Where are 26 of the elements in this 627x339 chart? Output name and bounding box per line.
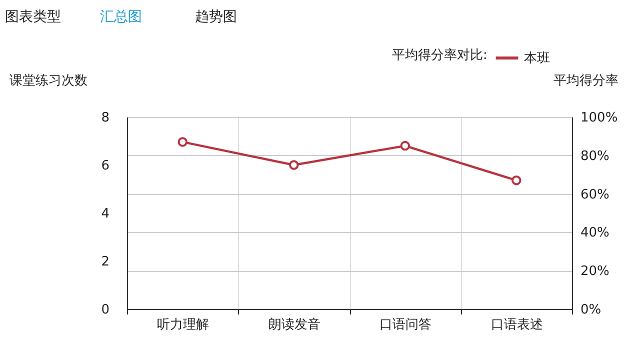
x-tick-label: 口语表述	[490, 318, 543, 332]
point	[178, 137, 188, 147]
y2-tick-label: 20%	[580, 264, 610, 280]
text: 图表类型	[5, 9, 61, 25]
point	[512, 175, 522, 186]
x-tick-label: 听力理解	[157, 318, 210, 332]
text: 汇总图	[100, 9, 142, 25]
x-tick-label: 朗读发音	[268, 316, 320, 332]
y2-tick-label: 60%	[580, 187, 610, 202]
y2-tick-label: 0%	[580, 302, 602, 318]
point	[289, 160, 299, 170]
y-tick-label: 0	[101, 302, 110, 318]
y-tick-label: 6	[101, 158, 110, 174]
y2-tick-label: 100%	[580, 110, 618, 126]
legend-title: 平均得分率对比:	[392, 47, 488, 63]
y-tick-label: 4	[101, 206, 110, 222]
y-axis-title: 课堂练习次数	[10, 74, 88, 88]
legend-label: 本班	[524, 51, 550, 66]
point	[400, 140, 410, 151]
y2-tick-label: 80%	[580, 148, 610, 164]
y-tick-label: 2	[101, 254, 110, 270]
y-tick-label: 8	[101, 110, 110, 126]
y2-axis-title: 平均得分率	[554, 72, 618, 88]
text: 趋势图	[195, 9, 237, 25]
x-tick-label: 口语问答	[380, 318, 432, 332]
y2-tick-label: 40%	[580, 226, 610, 241]
